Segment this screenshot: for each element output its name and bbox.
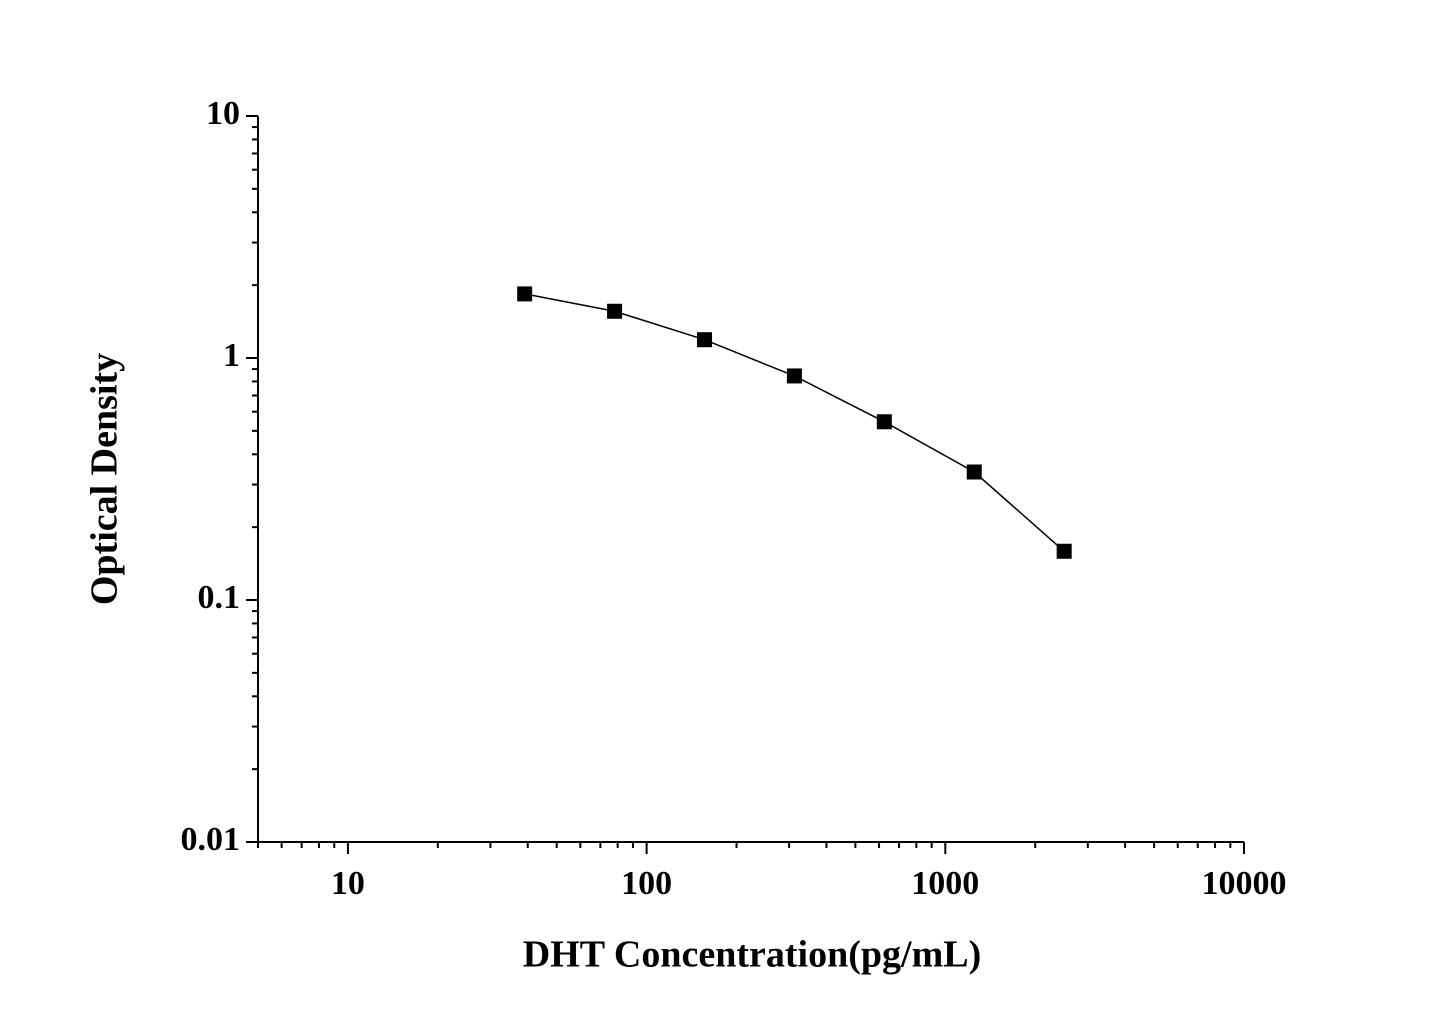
y-tick-label: 1 (223, 337, 240, 374)
x-tick-label: 1000 (911, 865, 979, 902)
x-tick-label: 100 (621, 865, 672, 902)
series-line (524, 293, 1065, 552)
data-point (607, 303, 623, 319)
data-point (1056, 543, 1072, 559)
y-tick-label: 0.01 (181, 821, 241, 858)
data-point (517, 286, 533, 302)
x-tick-label: 10 (331, 865, 365, 902)
y-tick-label: 0.1 (198, 579, 241, 616)
x-axis-title: DHT Concentration(pg/mL) (523, 934, 981, 976)
data-point (966, 464, 982, 480)
y-tick-label: 10 (206, 95, 240, 132)
data-point (697, 332, 713, 348)
data-point (876, 414, 892, 430)
x-tick-label: 10000 (1202, 865, 1287, 902)
y-axis-title: Optical Density (84, 353, 126, 605)
data-point (786, 368, 802, 384)
